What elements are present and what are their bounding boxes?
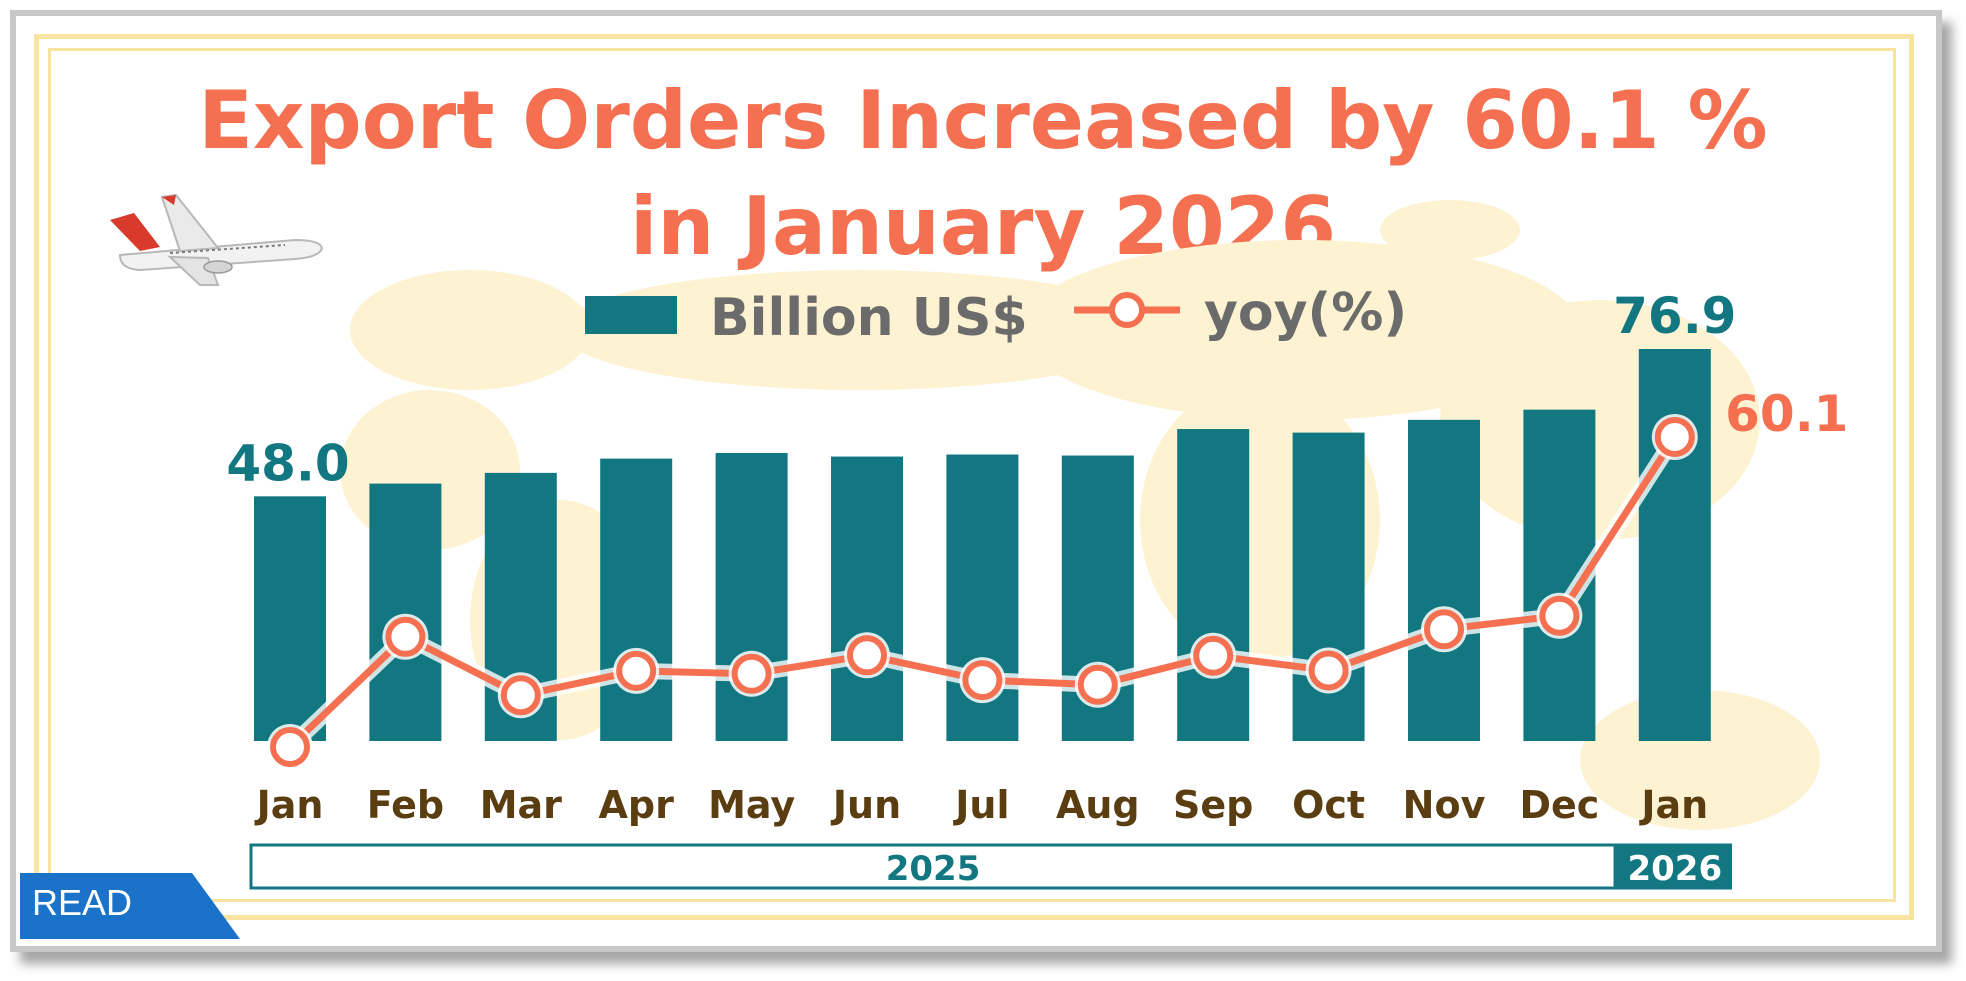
bar-0 — [254, 496, 326, 741]
bar-1 — [369, 483, 442, 741]
yoy-point-0 — [270, 727, 310, 767]
x-tick-label-12: Jan — [1638, 783, 1708, 827]
year-bands: 2025 2026 — [249, 843, 1732, 890]
airplane-icon — [110, 193, 324, 286]
legend: Billion US$ yoy(%) — [585, 283, 1407, 348]
bar-series — [254, 349, 1711, 741]
legend-line-label: yoy(%) — [1204, 283, 1407, 343]
yoy-point-2 — [500, 675, 541, 716]
decorative-frame-outer — [34, 34, 1914, 920]
yoy-point-8 — [1193, 635, 1234, 676]
yoy-point-12 — [1654, 417, 1695, 457]
yoy-point-1 — [385, 616, 426, 657]
yoy-point-6 — [962, 660, 1003, 701]
x-tick-label-0: Jan — [254, 783, 324, 827]
yoy-point-9 — [1308, 650, 1349, 691]
legend-bar-label: Billion US$ — [710, 288, 1028, 348]
title-line-1: Export Orders Increased by 60.1 % — [198, 74, 1768, 167]
yoy-point-3 — [616, 650, 657, 691]
year-label-0: 2025 — [886, 849, 981, 889]
bar-8 — [1177, 429, 1250, 741]
legend-bar-swatch — [585, 296, 677, 334]
legend-line-marker — [1109, 292, 1145, 328]
decorative-frame-inner — [48, 48, 1896, 902]
year-band-1 — [1613, 843, 1732, 890]
bar-10 — [1408, 419, 1480, 741]
bar-3 — [600, 458, 673, 741]
bar-5 — [831, 456, 903, 741]
yoy-point-11 — [1539, 595, 1580, 636]
x-tick-label-4: May — [708, 783, 795, 827]
x-tick-label-1: Feb — [367, 783, 444, 827]
x-tick-label-7: Aug — [1056, 783, 1140, 827]
bar-4 — [715, 452, 788, 741]
bar-12 — [1638, 349, 1711, 741]
yoy-point-5 — [847, 635, 887, 676]
x-tick-label-6: Jul — [952, 783, 1009, 827]
data-label-2: 60.1 — [1725, 385, 1848, 443]
data-label-0: 48.0 — [226, 434, 349, 492]
x-tick-label-11: Dec — [1519, 783, 1599, 827]
x-tick-label-10: Nov — [1403, 783, 1486, 827]
line-series — [267, 414, 1698, 770]
yoy-point-10 — [1424, 609, 1464, 650]
year-label-1: 2026 — [1627, 849, 1722, 889]
x-tick-label-8: Sep — [1173, 783, 1253, 827]
x-tick-label-2: Mar — [480, 783, 562, 827]
read-badge[interactable] — [20, 873, 240, 939]
year-band-0 — [249, 843, 1617, 890]
x-axis: Jan Feb Mar Apr May Jun Jul Aug Sep Oct Nov Dec Jan — [254, 783, 1709, 827]
data-labels: 48.0 76.9 60.1 — [226, 287, 1848, 492]
bar-9 — [1292, 432, 1365, 741]
yoy-point-7 — [1077, 664, 1118, 705]
x-tick-label-9: Oct — [1292, 783, 1365, 827]
data-label-1: 76.9 — [1613, 287, 1736, 345]
x-tick-label-3: Apr — [599, 783, 675, 827]
x-tick-label-5: Jun — [830, 783, 901, 827]
read-badge-label[interactable]: READ — [32, 882, 133, 923]
yoy-point-4 — [731, 653, 772, 694]
